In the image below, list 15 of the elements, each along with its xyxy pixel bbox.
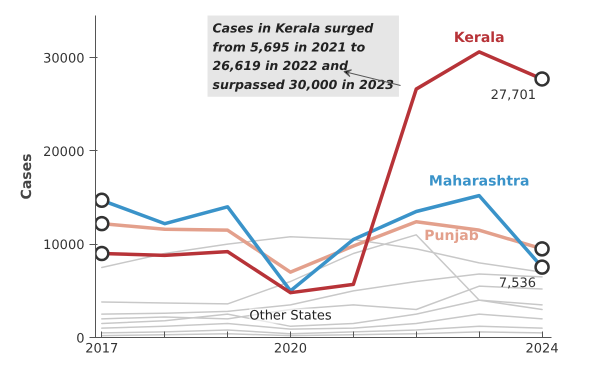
data-label: 7,536 — [498, 276, 536, 292]
annotation: Cases in Kerala surged from 5,695 in 2021 to 26,619 in 2022 and surpassed 30,000 in 2023 — [212, 20, 394, 92]
series-label: Maharashtra — [428, 174, 530, 190]
series-label: Punjab — [424, 228, 479, 244]
y-tick-label: 0 — [76, 332, 85, 346]
y-axis-title: Cases — [19, 154, 36, 200]
data-label: 27,701 — [490, 88, 536, 103]
y-tick-label: 10000 — [43, 238, 85, 254]
series-label: Kerala — [454, 30, 505, 46]
x-tick-label: 2020 — [274, 342, 308, 356]
y-tick-label: 20000 — [43, 144, 85, 160]
annotation: Other States — [249, 308, 332, 324]
x-tick-label: 2017 — [85, 342, 118, 356]
y-tick-label: 30000 — [43, 52, 85, 66]
x-tick-label: 2024 — [526, 342, 559, 356]
